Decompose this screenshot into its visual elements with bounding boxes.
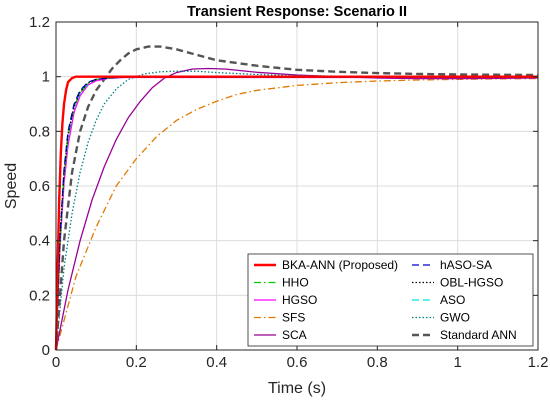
legend-entry-label: Standard ANN: [440, 328, 517, 342]
y-tick-label: 0.6: [29, 178, 50, 195]
y-tick-label: 0: [42, 342, 50, 359]
x-tick-label: 0.2: [126, 354, 147, 371]
x-tick-label: 0: [52, 354, 60, 371]
legend: BKA-ANN (Proposed) hASO-SA HHO OBL-HGSO HGSO…: [247, 253, 534, 347]
legend-entry-label: HHO: [282, 276, 309, 290]
series-line-sca: [55, 67, 539, 351]
y-axis-label: Speed: [3, 163, 20, 209]
series-line-sfs: [55, 77, 539, 351]
y-tick-label: 1.2: [29, 14, 50, 31]
y-tick-label: 1: [42, 69, 50, 86]
x-tick-label: 0.8: [367, 354, 388, 371]
legend-entry-label: hASO-SA: [440, 258, 492, 272]
chart-title: Transient Response: Scenario II: [187, 4, 407, 20]
legend-entry-label: GWO: [440, 311, 470, 325]
x-tick-label: 0.6: [287, 354, 308, 371]
legend-entry-label: BKA-ANN (Proposed): [282, 258, 398, 272]
series-line-bka-ann-proposed: [54, 75, 538, 351]
x-tick-label: 0.4: [206, 354, 227, 371]
x-tick-label: 1: [453, 354, 461, 371]
x-axis-label: Time (s): [268, 380, 326, 397]
legend-entry-label: ASO: [440, 293, 465, 307]
series-lines: [54, 45, 539, 351]
y-tick-label: 0.4: [29, 233, 50, 250]
legend-entry-label: SCA: [282, 328, 307, 342]
y-tick-label: 0.8: [29, 123, 50, 140]
y-tick-label: 0.2: [29, 287, 50, 304]
x-tick-label: 1.2: [528, 354, 549, 371]
legend-entry-label: HGSO: [282, 293, 317, 307]
series-line-gwo: [55, 70, 538, 351]
legend-box: [247, 253, 534, 347]
axis-ticks: 0 0.2 0.4 0.6 0.8 1 1.2 0 0.2 0.4 0.6 0.8 1 1.2: [29, 14, 548, 371]
series-line-standard-ann: [54, 45, 539, 351]
legend-entry-label: OBL-HGSO: [440, 276, 503, 290]
legend-entry-label: SFS: [282, 311, 305, 325]
